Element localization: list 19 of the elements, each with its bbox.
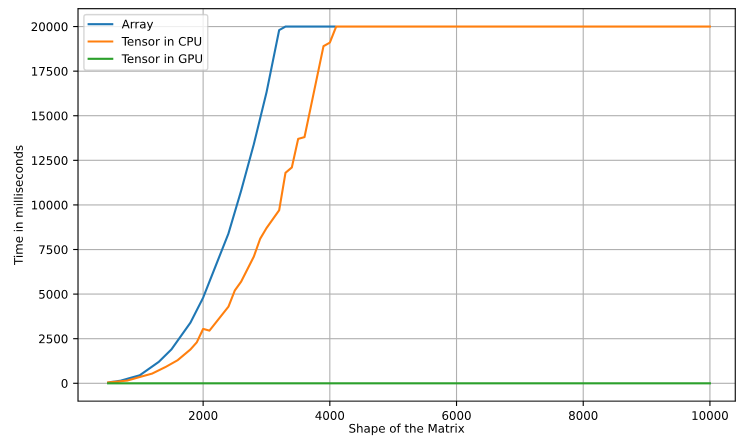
y-axis-title: Time in milliseconds <box>14 145 23 265</box>
y-tick-label: 2500 <box>39 334 68 344</box>
y-tick-label: 12500 <box>32 156 68 165</box>
y-tick-label: 5000 <box>39 290 68 299</box>
legend-label: Tensor in GPU <box>122 54 202 64</box>
x-tick-label: 6000 <box>442 411 471 420</box>
legend-label: Array <box>122 20 154 31</box>
x-tick-label: 8000 <box>569 411 598 420</box>
x-tick-label: 10000 <box>692 411 728 420</box>
y-tick-label: 10000 <box>32 200 68 210</box>
y-tick-label: 7500 <box>39 245 68 254</box>
y-tick-label: 15000 <box>32 111 68 120</box>
y-tick-label: 20000 <box>32 22 68 32</box>
x-tick-label: 2000 <box>188 411 218 420</box>
y-tick-label: 17500 <box>32 66 68 76</box>
x-tick-label: 4000 <box>315 411 344 420</box>
x-axis-title: Shape of the Matrix <box>349 424 464 436</box>
y-tick-label: 0 <box>62 379 68 388</box>
legend-label: Tensor in CPU <box>122 36 202 46</box>
